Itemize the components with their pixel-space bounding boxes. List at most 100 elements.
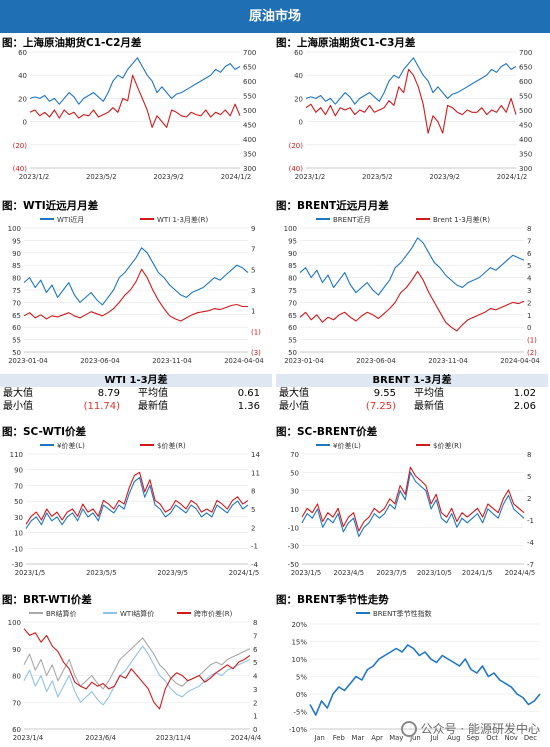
legend-label: ¥价差(L): [333, 441, 361, 450]
series-line-2: [25, 471, 249, 525]
panel-title-brent-seasonal: 图：BRENT季节性走势: [276, 594, 389, 606]
y-left-tick-label: 70: [14, 482, 23, 490]
wti-stats-title: WTI 1-3月差: [0, 374, 272, 387]
y-left-tick-label: 70: [12, 299, 21, 307]
x-tick-label: 2023/9/2: [153, 173, 184, 181]
chart-sc-wti: 110 90 70 50 30 10 -10 -30 14 11 8 5 2 -1 -4 2023/1/5 20…: [0, 436, 272, 582]
x-tick-label: 2023-11-04: [428, 357, 468, 365]
series-line-1: [23, 247, 249, 306]
x-tick-label: 2023/7/5: [376, 569, 407, 577]
brent-latest-label: 最新值: [414, 401, 444, 412]
x-tick-label: 2024/4/5: [505, 569, 536, 577]
series-line-1: [25, 477, 249, 529]
chart-svg: 60 40 20 0 (20) (40) 700 650 600 550 500 450 400 350 3…: [289, 49, 533, 181]
panel-title-brt-wti: 图：BRT-WTI价差: [2, 594, 92, 606]
series-line-2: [23, 268, 248, 322]
panel-title-wti-spread: 图：WTI近远月月差: [2, 200, 99, 212]
wti-min-label: 最小值: [3, 401, 33, 412]
y-left-tick-label: 40: [18, 72, 27, 80]
x-tick-label: 2024/4/4: [231, 734, 262, 742]
y-left-tick-label: 90: [288, 250, 297, 258]
y-left-tick-label: 20%: [291, 621, 307, 629]
y-right-tick-label: 650: [243, 64, 256, 72]
y-right-tick-label: 8: [527, 451, 531, 459]
legend-label: ¥价差(L): [57, 441, 85, 450]
y-right-tick-label: (1): [527, 337, 537, 345]
y-right-tick-label: 1: [253, 713, 257, 721]
x-tick-label: 2023-06-04: [80, 357, 120, 365]
y-left-tick-label: 60: [294, 49, 303, 57]
chart-svg: 20% 15% 10% 5% 0% -5% -10% Jan Feb Mar Apr May Jun Ju…: [289, 609, 541, 742]
y-right-tick-label: -7: [527, 561, 534, 569]
legend-label: WTI结算价: [120, 609, 154, 618]
x-tick-label: 2023/10/5: [417, 569, 452, 577]
y-left-tick-label: 80: [12, 673, 21, 681]
y-left-tick-label: (20): [13, 142, 28, 150]
x-tick-label: May: [389, 734, 403, 742]
y-right-tick-label: (3): [251, 349, 261, 357]
series-line-1: [309, 644, 541, 716]
wti-avg-label: 平均值: [138, 388, 168, 399]
brent-avg-label: 平均值: [414, 388, 444, 399]
wti-avg-value: 0.61: [237, 388, 260, 399]
y-left-tick-label: 5%: [296, 674, 307, 682]
y-right-tick-label: 4: [527, 275, 532, 283]
y-right-tick-label: 3: [527, 287, 531, 295]
y-right-tick-label: 5: [253, 659, 257, 667]
x-tick-label: 2023-11-04: [152, 357, 192, 365]
chart-brt-wti: 100 90 80 70 60 8 7 6 5 4 3 2 1 0 2023/1/4 2023/6/4 2023…: [0, 604, 272, 747]
y-left-tick-label: 95: [12, 237, 21, 245]
chart-brent-spread: 100 95 90 85 80 75 70 65 60 55 50 8 7 6 5 4 3 2 1 0 (1) (2) 20…: [276, 210, 548, 370]
brent-min-value: (7.25): [365, 401, 396, 412]
y-right-tick-label: -4: [527, 539, 535, 547]
y-right-tick-label: -4: [251, 561, 259, 569]
y-right-tick-label: 3: [251, 287, 255, 295]
y-left-tick-label: 70: [290, 451, 299, 459]
brent-max-label: 最大值: [279, 388, 309, 399]
panel-title-sc-c1c2: 图：上海原油期货C1-C2月差: [2, 37, 142, 49]
legend-label: Brent 1-3月差(R): [433, 215, 490, 224]
x-tick-label: 2023/6/4: [85, 734, 116, 742]
series-line-2: [299, 270, 525, 332]
chart-svg: 60 40 20 0 (20) (40) 700 650 600 550 500 450 400 350 3…: [13, 49, 257, 181]
wti-stats-table: WTI 1-3月差 最大值 8.79 平均值 0.61 最小值 (11.74) …: [0, 374, 272, 413]
y-left-tick-label: (20): [289, 142, 304, 150]
chart-svg: 110 90 70 50 30 10 -10 -30 14 11 8 5 2 -1 -4 2023/1/5 20…: [10, 441, 261, 577]
y-left-tick-label: 50: [288, 349, 297, 357]
x-tick-label: Aug: [447, 734, 460, 742]
brent-min-label: 最小值: [279, 401, 309, 412]
y-left-tick-label: 50: [290, 469, 299, 477]
x-tick-label: Jan: [313, 734, 324, 742]
y-left-tick-label: 75: [288, 287, 297, 295]
y-right-tick-label: 300: [519, 165, 532, 173]
x-tick-label: 2023/1/5: [15, 569, 46, 577]
y-left-tick-label: -50: [288, 561, 299, 569]
y-left-tick-label: 65: [288, 312, 297, 320]
y-left-tick-label: 55: [12, 337, 21, 345]
legend-label: 跨市价差(R): [194, 609, 233, 618]
y-left-tick-label: 0: [299, 119, 303, 127]
y-right-tick-label: 350: [519, 151, 532, 159]
y-left-tick-label: 10%: [291, 656, 307, 664]
y-right-tick-label: 600: [243, 78, 256, 86]
y-right-tick-label: 350: [243, 151, 256, 159]
series-line-2: [301, 466, 525, 532]
y-left-tick-label: 50: [14, 498, 23, 506]
panel-title-brent-spread: 图：BRENT近远月月差: [276, 200, 389, 212]
y-left-tick-label: 10: [14, 530, 23, 538]
y-right-tick-label: 700: [243, 49, 256, 57]
y-right-tick-label: 8: [253, 619, 257, 627]
y-left-tick-label: 95: [288, 237, 297, 245]
y-left-tick-label: 60: [12, 726, 21, 734]
y-left-tick-label: -10%: [289, 726, 307, 734]
y-right-tick-label: 2: [251, 524, 255, 532]
y-left-tick-label: 55: [288, 337, 297, 345]
y-right-tick-label: 550: [243, 93, 256, 101]
y-left-tick-label: 70: [12, 699, 21, 707]
y-right-tick-label: 1: [527, 312, 531, 320]
x-tick-label: Jun: [409, 734, 421, 742]
y-left-tick-label: 70: [288, 299, 297, 307]
y-left-tick-label: 65: [12, 312, 21, 320]
chart-svg: 100 90 80 70 60 8 7 6 5 4 3 2 1 0 2023/1/4 2023/6/4 2023…: [8, 609, 262, 742]
y-right-tick-label: (1): [251, 328, 261, 336]
